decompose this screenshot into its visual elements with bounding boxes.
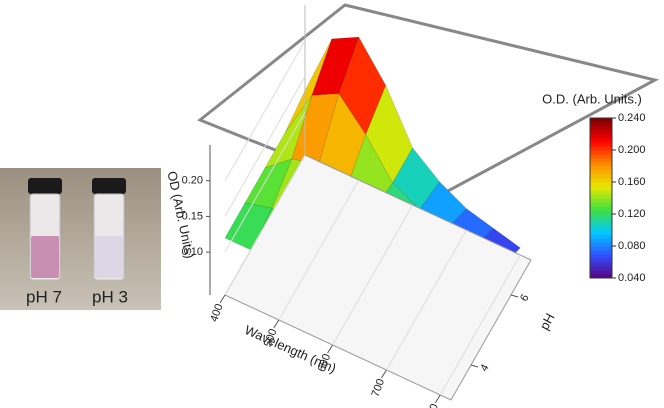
grid-line <box>385 229 467 371</box>
colorbar-segment <box>590 246 612 251</box>
z-tick-label: 0.10 <box>182 246 203 258</box>
grid-line <box>332 204 414 346</box>
colorbar-segment <box>590 142 612 147</box>
colorbar-segment <box>590 162 612 167</box>
colorbar-segment <box>590 238 612 243</box>
colorbar-tick-label: 0.160 <box>618 176 646 188</box>
colorbar-segment <box>590 138 612 143</box>
grid-line <box>439 254 521 396</box>
photo-label: pH 3 <box>92 287 128 306</box>
x-tick-label: 700 <box>370 377 388 398</box>
z-tick-label: 0.15 <box>182 210 203 222</box>
colorbar-segment <box>590 130 612 135</box>
z-tick-label: 0.20 <box>182 175 203 187</box>
colorbar-segment <box>590 242 612 247</box>
colorbar-segment <box>590 158 612 163</box>
colorbar-segment <box>590 258 612 263</box>
colorbar-segment <box>590 126 612 131</box>
grid-line <box>224 154 306 296</box>
colorbar-segment <box>590 166 612 171</box>
colorbar-tick-label: 0.080 <box>618 240 646 252</box>
colorbar-segment <box>590 226 612 231</box>
colorbar-segment <box>590 154 612 159</box>
colorbar-segment <box>590 194 612 199</box>
colorbar-segment <box>590 262 612 267</box>
grid-line <box>224 111 306 253</box>
colorbar-tick-label: 0.120 <box>618 208 646 220</box>
colorbar-segment <box>590 118 612 123</box>
photo-label: pH 7 <box>26 287 62 306</box>
grid-line <box>224 40 306 181</box>
colorbar-segment <box>590 206 612 211</box>
x-tick <box>219 294 226 304</box>
grid-line <box>278 179 360 321</box>
y-tick-label: 4 <box>478 362 491 373</box>
colorbar-segment <box>590 266 612 271</box>
x-tick <box>434 394 441 404</box>
y-tick <box>470 364 479 368</box>
colorbar-segment <box>590 274 612 279</box>
colorbar-frame <box>589 117 613 279</box>
colorbar-segment <box>590 210 612 215</box>
colorbar-segment <box>590 270 612 275</box>
colorbar-segment <box>590 222 612 227</box>
x-tick-label: 800 <box>423 402 441 408</box>
colorbar-segment <box>590 174 612 179</box>
colorbar-segment <box>590 182 612 187</box>
colorbar-segment <box>590 186 612 191</box>
colorbar-segment <box>590 178 612 183</box>
x-tick-label: 500 <box>262 327 280 348</box>
vial-photo: pH 7 pH 3 <box>0 168 161 310</box>
colorbar-title: O.D. (Arb. Units.) <box>542 91 642 106</box>
x-tick <box>273 319 280 329</box>
colorbar-segment <box>590 122 612 127</box>
colorbar-tick-label: 0.040 <box>618 272 646 284</box>
colorbar-segment <box>590 198 612 203</box>
colorbar-segment <box>590 254 612 259</box>
y-axis-title: pH <box>537 311 558 333</box>
colorbar-segment <box>590 202 612 207</box>
x-tick-label: 400 <box>208 302 226 323</box>
x-tick <box>327 344 334 354</box>
y-tick <box>510 294 519 298</box>
colorbar-segment <box>590 146 612 151</box>
colorbar-tick-label: 0.200 <box>618 144 646 156</box>
colorbar-segment <box>590 150 612 155</box>
colorbar-segment <box>590 230 612 235</box>
colorbar-segment <box>590 170 612 175</box>
colorbar-segment <box>590 250 612 255</box>
colorbar-segment <box>590 234 612 239</box>
grid-line <box>224 76 306 217</box>
x-tick-label: 600 <box>316 352 334 373</box>
colorbar-segment <box>590 190 612 195</box>
colorbar-tick-label: 0.240 <box>618 112 646 124</box>
colorbar-segment <box>590 134 612 139</box>
colorbar-segment <box>590 214 612 219</box>
x-tick <box>381 369 387 379</box>
y-tick-label: 6 <box>518 292 531 303</box>
colorbar-segment <box>590 218 612 223</box>
